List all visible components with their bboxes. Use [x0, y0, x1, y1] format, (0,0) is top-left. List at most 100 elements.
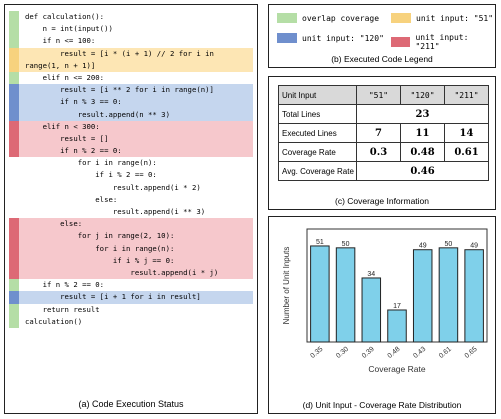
code-text: range(1, n + 1)] [25, 60, 96, 70]
code-text: result.append(i * j) [25, 267, 219, 277]
legend-swatch [277, 33, 297, 43]
code-text: for i in range(n): [25, 243, 175, 253]
code-line: else: [9, 194, 253, 206]
code-line: n = int(input()) [9, 23, 253, 36]
legend-swatch [391, 37, 411, 47]
x-tick-label: 0.39 [361, 346, 376, 360]
coverage-marker [9, 169, 19, 181]
legend-caption: (b) Executed Code Legend [331, 54, 433, 64]
coverage-marker [9, 145, 19, 158]
code-line: result.append(n ** 3) [9, 108, 253, 121]
coverage-marker [9, 120, 19, 133]
header-input-211: "211" [444, 85, 489, 105]
coverage-marker [9, 182, 19, 194]
coverage-marker [9, 157, 19, 169]
code-text: calculation() [25, 316, 83, 326]
coverage-marker [9, 23, 19, 36]
legend-label: unit input: "51" [416, 13, 494, 23]
code-line: if i % 2 == 0: [9, 169, 253, 181]
chart-bar [464, 249, 484, 343]
code-line: elif n < 300: [9, 120, 253, 133]
coverage-distribution-chart: 51 0.35 50 0.30 34 0.39 17 0.48 49 0.43 50 0.61 49 0.… [282, 228, 488, 374]
bar-value-label: 50 [342, 241, 350, 248]
code-text: if n % 2 == 0: [25, 280, 105, 290]
code-text: for i in range(n): [25, 158, 157, 168]
coverage-marker [9, 84, 19, 97]
code-line: if n % 3 == 0: [9, 96, 253, 109]
coverage-marker [9, 71, 19, 85]
coverage-marker [9, 279, 19, 292]
chart-bar [361, 277, 382, 343]
chart-bar [412, 249, 433, 343]
code-text: elif n <= 200: [25, 72, 105, 82]
code-execution-panel: def calculation(): n = int(input()) if n… [4, 4, 258, 414]
coverage-marker [9, 242, 19, 255]
legend-swatch [391, 13, 411, 23]
coverage-marker [9, 108, 19, 121]
coverage-rate-51: 0.3 [356, 142, 401, 162]
code-text: result = [i ** 2 for i in range(n)] [25, 85, 214, 95]
x-tick-label: 0.65 [464, 346, 479, 360]
code-line: range(1, n + 1)] [9, 59, 253, 72]
table-row: Coverage Rate 0.3 0.48 0.61 [278, 142, 489, 162]
code-execution-caption: (a) Code Execution Status [78, 399, 184, 409]
executed-lines-51: 7 [356, 123, 401, 143]
code-line: elif n <= 200: [9, 71, 253, 85]
legend-item: unit input: "120" [277, 33, 384, 43]
table-header-row: Unit Input "51" "120" "211" [278, 85, 489, 105]
code-line: for i in range(n): [9, 242, 253, 255]
code-line: def calculation(): [9, 11, 253, 24]
code-text: result.append(n ** 3) [25, 109, 170, 119]
code-text: result = [] [25, 133, 109, 143]
coverage-info-panel: Unit Input "51" "120" "211" Total Lines … [268, 76, 496, 210]
coverage-marker [9, 254, 19, 267]
coverage-table: Unit Input "51" "120" "211" Total Lines … [278, 85, 489, 181]
header-input-120: "120" [400, 85, 445, 105]
code-text: if n <= 100: [25, 36, 96, 46]
coverage-rate-label: Coverage Rate [278, 142, 357, 162]
legend-swatch [277, 13, 297, 23]
header-unit-input: Unit Input [278, 85, 357, 105]
code-text: if n % 2 == 0: [25, 146, 122, 156]
table-row: Executed Lines 7 11 14 [278, 123, 489, 143]
code-line: result.append(i ** 3) [9, 206, 253, 218]
chart-bar [310, 245, 330, 343]
coverage-marker [9, 59, 19, 72]
coverage-marker [9, 96, 19, 109]
coverage-rate-211: 0.61 [444, 142, 489, 162]
coverage-marker [9, 194, 19, 206]
x-tick-label: 0.43 [412, 346, 427, 360]
bar-value-label: 51 [316, 239, 324, 246]
bar-value-label: 17 [393, 303, 401, 310]
coverage-info-caption: (c) Coverage Information [334, 196, 429, 206]
x-tick-label: 0.35 [309, 346, 324, 360]
code-line: result = [i + 1 for i in result] [9, 291, 253, 304]
table-row: Avg. Coverage Rate 0.46 [278, 161, 489, 181]
coverage-marker [9, 303, 19, 316]
code-line: if n % 2 == 0: [9, 279, 253, 292]
coverage-rate-120: 0.48 [400, 142, 445, 162]
total-lines-label: Total Lines [278, 104, 357, 124]
coverage-marker [9, 291, 19, 304]
coverage-marker [9, 206, 19, 218]
header-input-51: "51" [356, 85, 401, 105]
code-text: if i % 2 == 0: [25, 170, 157, 180]
code-line: calculation() [9, 315, 253, 328]
x-tick-label: 0.30 [335, 346, 350, 360]
code-text: for j in range(2, 10): [25, 231, 175, 241]
avg-coverage-label: Avg. Coverage Rate [278, 161, 357, 181]
distribution-caption: (d) Unit Input - Coverage Rate Distribut… [302, 400, 462, 410]
bar-value-label: 34 [367, 271, 375, 278]
code-line: if n <= 100: [9, 35, 253, 48]
code-line: for j in range(2, 10): [9, 230, 253, 243]
code-text: result = [i * (i + 1) // 2 for i in [25, 48, 214, 58]
executed-lines-label: Executed Lines [278, 123, 357, 143]
code-line: result = [i ** 2 for i in range(n)] [9, 84, 253, 97]
coverage-marker [9, 266, 19, 280]
coverage-marker [9, 47, 19, 60]
chart-bar [438, 247, 459, 343]
code-text: elif n < 300: [25, 121, 100, 131]
legend-panel: overlap coverage unit input: "51" unit inp… [268, 4, 496, 68]
code-text: n = int(input()) [25, 24, 113, 34]
code-listing: def calculation(): n = int(input()) if n… [9, 11, 253, 328]
